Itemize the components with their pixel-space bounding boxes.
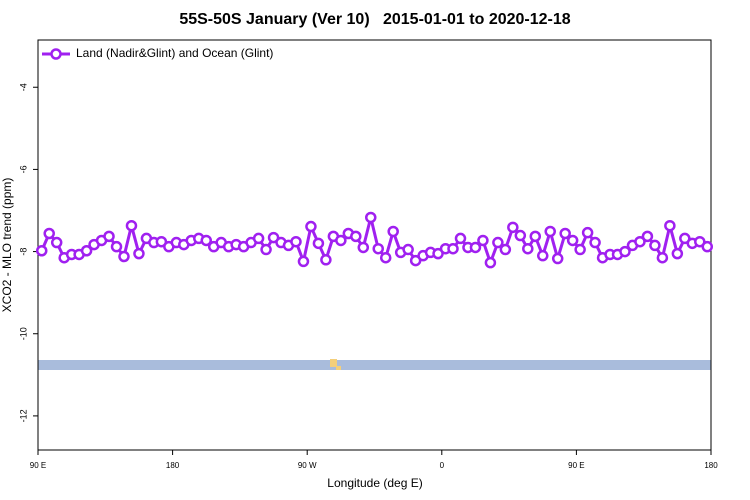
data-point [694, 235, 706, 248]
data-point [679, 232, 691, 245]
y-tick-label: -4 [18, 83, 28, 91]
x-tick-label: 90 W [298, 461, 317, 470]
data-point [484, 256, 497, 269]
data-point [252, 232, 265, 245]
chart-title: 55S-50S January (Ver 10) 2015-01-01 to 2… [179, 11, 570, 28]
data-point [656, 251, 669, 264]
x-tick-label: 180 [166, 461, 180, 470]
data-point [566, 234, 579, 247]
data-point [200, 234, 212, 247]
data-point [372, 242, 384, 255]
y-tick-label: -12 [18, 409, 28, 422]
data-point [110, 240, 123, 253]
data-point [290, 235, 302, 248]
data-point [447, 242, 459, 255]
x-tick-label: 180 [704, 461, 718, 470]
data-point [649, 239, 661, 252]
legend-label: Land (Nadir&Glint) and Ocean (Glint) [76, 46, 273, 60]
data-point [671, 247, 684, 260]
map-land [336, 366, 341, 370]
data-point [664, 219, 676, 232]
data-point [320, 254, 332, 266]
data-point [125, 219, 138, 232]
map-land [330, 359, 337, 367]
data-point [365, 211, 377, 224]
data-point [574, 243, 586, 256]
y-axis-label: XCO2 - MLO trend (ppm) [0, 178, 14, 313]
data-point [454, 232, 467, 245]
data-point [499, 243, 512, 256]
data-point [544, 225, 556, 238]
data-point [379, 251, 392, 264]
data-point [581, 226, 594, 239]
data-point [634, 235, 646, 248]
data-point [297, 255, 310, 268]
data-point [312, 237, 325, 250]
data-point [432, 247, 444, 260]
data-point [641, 230, 654, 243]
data-point [507, 221, 519, 234]
data-point [469, 241, 482, 254]
data-point [522, 242, 534, 255]
data-point [402, 243, 414, 256]
data-point [387, 225, 399, 238]
data-point [357, 241, 370, 254]
data-point [305, 220, 317, 233]
x-tick-label: 0 [440, 461, 445, 470]
data-point [80, 245, 93, 257]
legend-marker [50, 48, 62, 60]
data-point [133, 247, 145, 260]
data-point [492, 236, 504, 249]
data-point [559, 227, 571, 240]
data-point [551, 252, 564, 265]
x-tick-label: 90 E [30, 461, 46, 470]
data-point [118, 250, 130, 263]
data-point [155, 235, 168, 248]
x-axis-label: Longitude (deg E) [327, 476, 422, 490]
data-point [260, 243, 272, 256]
data-point [350, 230, 362, 243]
data-point [537, 249, 549, 262]
y-tick-label: -8 [18, 248, 28, 256]
data-point [477, 234, 489, 247]
data-point [50, 236, 63, 249]
data-point [335, 234, 347, 247]
data-point [529, 230, 542, 243]
data-point [514, 229, 527, 242]
y-tick-label: -6 [18, 165, 28, 173]
data-point [619, 245, 631, 258]
data-point [103, 230, 115, 243]
data-point [35, 245, 48, 257]
data-point [267, 231, 280, 244]
data-point [589, 236, 601, 249]
data-point [409, 254, 422, 267]
data-point [43, 227, 55, 240]
x-tick-label: 90 E [568, 461, 584, 470]
y-tick-label: -10 [18, 327, 28, 340]
data-point [701, 240, 714, 253]
map-band [38, 360, 711, 370]
